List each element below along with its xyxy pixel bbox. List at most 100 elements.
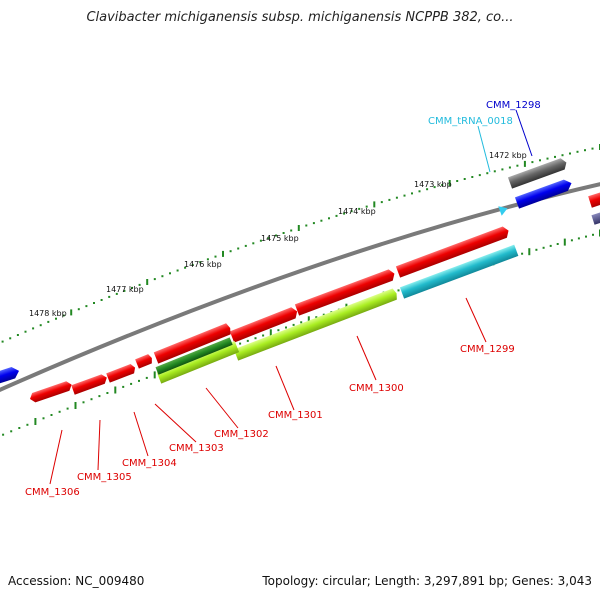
gene-labels: CMM_1298 CMM_tRNA_0018 CMM_1299 CMM_1300… [25,100,541,498]
minor-tick [24,330,27,333]
minor-tick [98,395,101,398]
major-tick [70,309,73,316]
minor-tick [478,174,481,177]
minor-tick [58,410,61,413]
gene-arrow[interactable] [71,373,108,395]
gene-arrow[interactable] [229,306,300,343]
minor-tick [493,170,496,173]
minor-tick [397,289,400,292]
minor-tick [93,302,95,304]
minor-tick [82,401,85,404]
gene-arrow[interactable] [153,322,233,364]
minor-tick [358,207,361,210]
minor-tick [108,295,111,298]
gene-arrow[interactable] [135,353,154,369]
gene-label-cmm-1303: CMM_1303 [169,443,224,454]
minor-tick [1,340,4,343]
minor-tick [26,423,29,426]
major-tick [269,329,272,337]
gene-arrow[interactable] [106,363,137,383]
minor-tick [322,313,325,316]
minor-tick [418,190,421,193]
major-tick [373,201,376,208]
minor-tick [131,286,133,289]
major-tick [528,248,531,256]
minor-tick [433,186,436,189]
minor-tick [16,334,19,336]
gene-arrow[interactable] [28,380,73,404]
minor-tick [531,161,534,164]
right-features [0,157,600,384]
minor-tick [591,147,594,150]
gene-label-cmm-1302: CMM_1302 [214,429,269,440]
minor-tick [145,376,148,379]
minor-tick [47,320,50,323]
major-tick [297,225,300,231]
minor-tick [570,239,573,242]
minor-tick [153,278,156,281]
minor-tick [115,292,118,295]
minor-tick [239,342,242,345]
minor-tick [42,417,45,420]
minor-tick [285,326,287,329]
kbp-label: 1472 kbp [489,151,527,160]
minor-tick [585,235,587,238]
minor-tick [535,248,538,251]
minor-tick [252,242,255,245]
minor-tick [262,334,265,337]
gene-arrow[interactable] [588,190,600,208]
gene-blue-left-arrow[interactable] [0,365,21,384]
minor-tick [403,194,406,197]
major-tick [222,250,224,257]
minor-tick [388,198,391,201]
minor-tick [305,224,308,227]
gene-label-cmm-1298: CMM_1298 [486,100,541,111]
minor-tick [343,212,346,215]
minor-tick [90,398,93,401]
major-tick [153,371,156,379]
minor-tick [561,154,564,157]
cds-1299-bar[interactable] [399,244,519,299]
minor-tick [592,233,594,236]
genome-backbone [0,182,600,392]
minor-tick [206,258,209,261]
minor-tick [576,150,579,153]
minor-tick [100,299,103,301]
trna-arrow[interactable] [498,204,509,216]
cds-1301-bar[interactable] [156,340,240,384]
gene-arrow[interactable] [294,268,397,316]
minor-tick [32,327,35,330]
minor-tick [508,166,511,169]
minor-tick [365,205,368,208]
gene-cmm1298-arrow[interactable] [507,157,568,189]
tick-track-upper [1,144,600,343]
cds-1302-dark-bar[interactable] [155,337,233,375]
major-tick [563,238,566,246]
minor-tick [66,407,69,410]
major-tick [114,386,117,394]
gene-label-cmm-1304: CMM_1304 [122,458,177,469]
minor-tick [546,157,549,160]
minor-tick [161,275,164,278]
minor-tick [380,201,383,204]
major-tick [74,402,77,409]
cds-1300-bar[interactable] [233,288,399,361]
gene-label-cmm-1305: CMM_1305 [77,472,132,483]
gene-arrow[interactable] [395,225,511,278]
gene-navy-arrow[interactable] [591,212,600,225]
minor-tick [169,272,171,275]
minor-tick [50,414,53,416]
minor-tick [441,184,444,186]
minor-tick [244,244,247,247]
minor-tick [267,237,270,240]
minor-tick [123,289,126,292]
minor-tick [176,269,179,272]
minor-tick [275,234,278,237]
minor-tick [9,337,12,340]
gene-blue-arrow[interactable] [514,178,574,209]
kbp-labels: 1472 kbp 1473 kbp 1474 kbp 1475 kbp 1476… [29,151,527,318]
minor-tick [214,255,217,258]
minor-tick [584,149,586,152]
minor-tick [350,210,353,213]
